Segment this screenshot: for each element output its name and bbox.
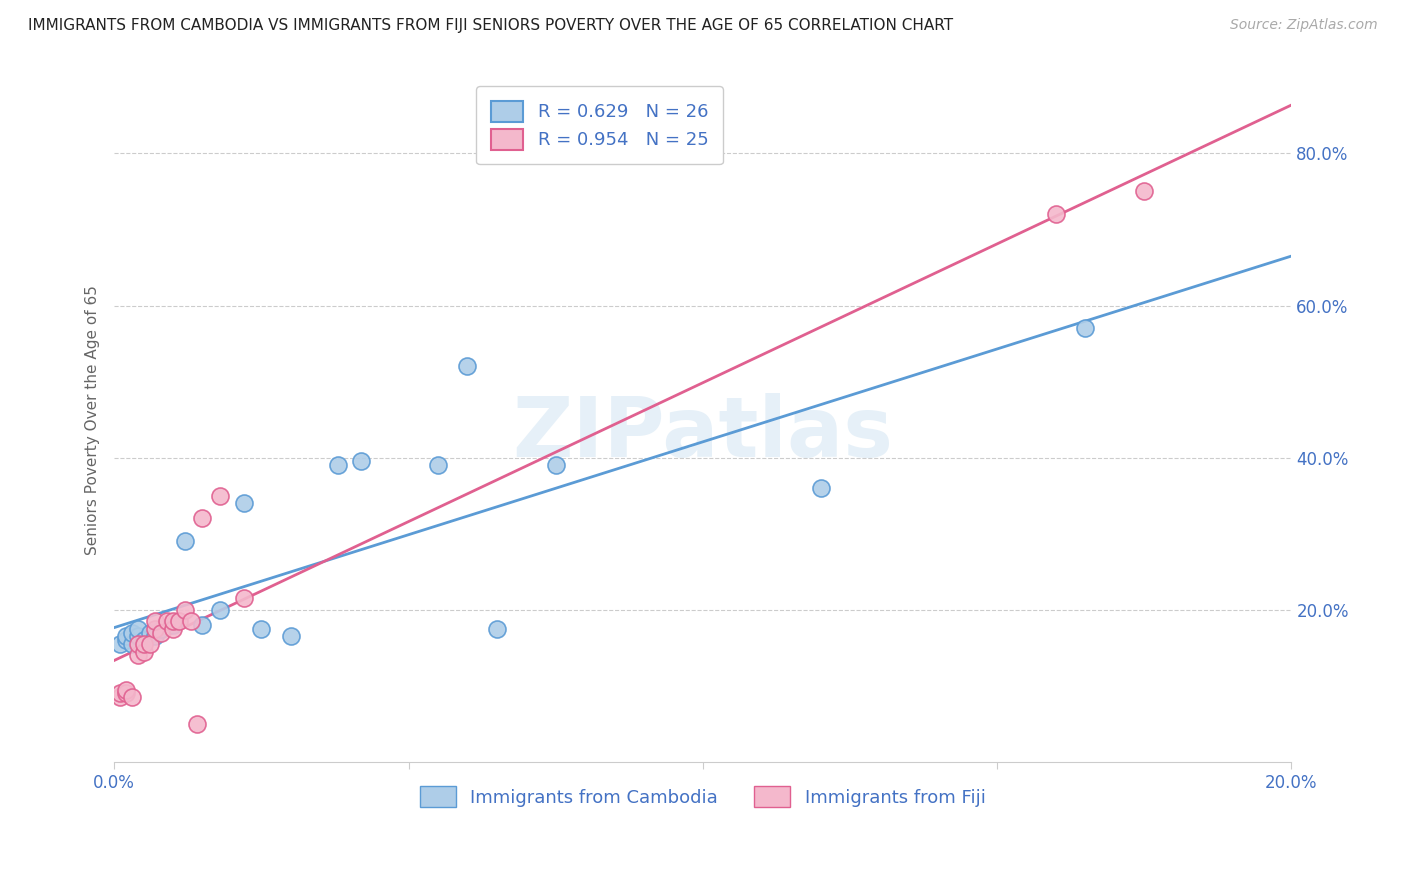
- Point: [350, 454, 373, 468]
- Point: [232, 591, 254, 606]
- Point: [108, 637, 131, 651]
- Point: [115, 686, 138, 700]
- Y-axis label: Seniors Poverty Over the Age of 65: Seniors Poverty Over the Age of 65: [86, 285, 100, 555]
- Point: [115, 682, 138, 697]
- Point: [162, 614, 184, 628]
- Point: [326, 458, 349, 473]
- Point: [1045, 207, 1067, 221]
- Text: Source: ZipAtlas.com: Source: ZipAtlas.com: [1230, 18, 1378, 32]
- Point: [186, 716, 208, 731]
- Point: [156, 614, 179, 628]
- Point: [180, 614, 202, 628]
- Point: [145, 629, 167, 643]
- Point: [138, 625, 160, 640]
- Point: [232, 496, 254, 510]
- Point: [150, 622, 173, 636]
- Point: [132, 633, 155, 648]
- Point: [485, 622, 508, 636]
- Point: [167, 614, 190, 628]
- Point: [138, 637, 160, 651]
- Point: [280, 629, 302, 643]
- Point: [456, 359, 478, 374]
- Point: [426, 458, 449, 473]
- Point: [209, 603, 232, 617]
- Point: [810, 481, 832, 495]
- Point: [127, 629, 149, 643]
- Point: [1133, 185, 1156, 199]
- Point: [209, 489, 232, 503]
- Point: [115, 629, 138, 643]
- Point: [121, 690, 143, 705]
- Point: [132, 637, 155, 651]
- Point: [108, 686, 131, 700]
- Point: [127, 648, 149, 663]
- Point: [250, 622, 273, 636]
- Point: [127, 637, 149, 651]
- Text: IMMIGRANTS FROM CAMBODIA VS IMMIGRANTS FROM FIJI SENIORS POVERTY OVER THE AGE OF: IMMIGRANTS FROM CAMBODIA VS IMMIGRANTS F…: [28, 18, 953, 33]
- Point: [1074, 321, 1097, 335]
- Point: [162, 622, 184, 636]
- Text: ZIPatlas: ZIPatlas: [512, 392, 893, 474]
- Point: [145, 614, 167, 628]
- Point: [121, 625, 143, 640]
- Point: [145, 622, 167, 636]
- Point: [115, 633, 138, 648]
- Point: [127, 622, 149, 636]
- Point: [108, 690, 131, 705]
- Point: [191, 618, 214, 632]
- Point: [121, 637, 143, 651]
- Point: [150, 625, 173, 640]
- Point: [132, 644, 155, 658]
- Point: [173, 603, 195, 617]
- Point: [544, 458, 567, 473]
- Point: [162, 618, 184, 632]
- Point: [191, 511, 214, 525]
- Legend: Immigrants from Cambodia, Immigrants from Fiji: Immigrants from Cambodia, Immigrants fro…: [413, 779, 993, 814]
- Point: [173, 534, 195, 549]
